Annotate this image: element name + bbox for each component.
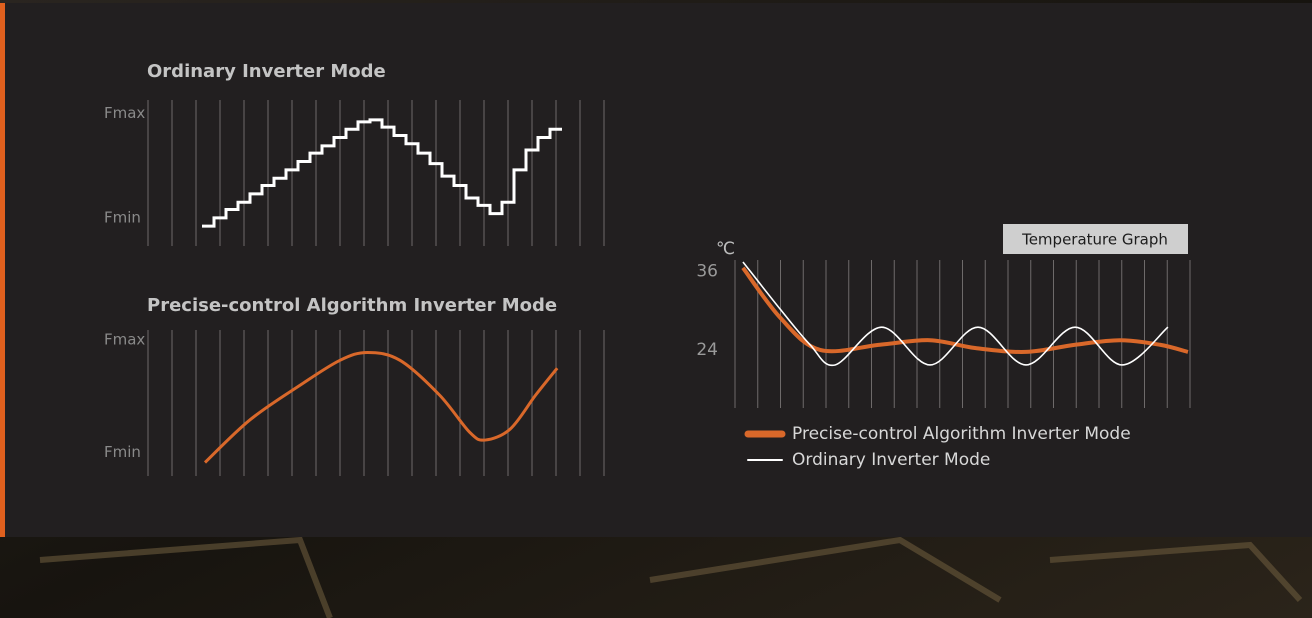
chart-title: Ordinary Inverter Mode bbox=[147, 61, 386, 82]
panel bbox=[0, 3, 1312, 537]
y-tick-label: Fmin bbox=[104, 443, 141, 461]
data-line bbox=[741, 266, 1189, 354]
data-line bbox=[202, 118, 562, 228]
y-tick-label: 24 bbox=[696, 340, 718, 360]
decor bbox=[39, 536, 1303, 618]
title-box bbox=[1003, 224, 1188, 254]
y-unit: ℃ bbox=[716, 239, 735, 259]
y-tick-label: Fmax bbox=[104, 331, 145, 349]
chart-title: Precise-control Algorithm Inverter Mode bbox=[147, 295, 557, 316]
accent-stripe bbox=[0, 3, 5, 537]
y-tick-label: Fmin bbox=[104, 208, 141, 226]
y-tick-label: 36 bbox=[696, 262, 718, 282]
data-line bbox=[203, 350, 559, 464]
data-line bbox=[742, 261, 1169, 367]
legend-label: Ordinary Inverter Mode bbox=[792, 450, 990, 470]
charts: Ordinary Inverter Mode Fmax Fmin Precise-co… bbox=[104, 61, 1191, 476]
y-tick-label: Fmax bbox=[104, 104, 145, 122]
legend-label: Precise-control Algorithm Inverter Mode bbox=[792, 424, 1131, 444]
chart-title: Temperature Graph bbox=[1021, 231, 1168, 249]
